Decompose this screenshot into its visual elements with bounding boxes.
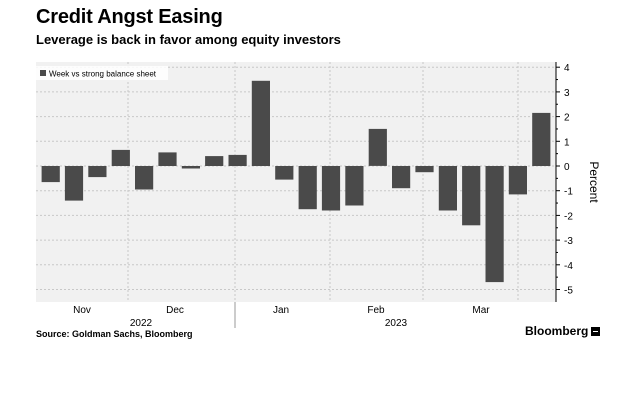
x-tick-label: Dec — [166, 305, 184, 316]
y-tick-label: -1 — [564, 187, 573, 198]
bar — [135, 166, 154, 190]
bar — [298, 166, 317, 210]
x-year-label: 2023 — [385, 318, 408, 329]
bar — [532, 112, 551, 166]
bar — [392, 166, 411, 189]
bar — [158, 152, 177, 166]
bar — [368, 128, 387, 166]
legend-box — [36, 66, 168, 80]
bar — [485, 166, 504, 283]
y-axis: 4 3 2 1 0 -1 -2 -3 -4 -5 — [555, 62, 573, 302]
chart-title: Credit Angst Easing — [36, 6, 223, 28]
brand-name: Bloomberg — [525, 324, 589, 338]
bar — [181, 166, 200, 169]
bar — [228, 154, 247, 166]
bar — [41, 166, 60, 183]
y-tick-label: 1 — [564, 137, 570, 148]
x-tick-label: Jan — [273, 305, 289, 316]
legend: Week vs strong balance sheet — [36, 66, 168, 80]
bar — [251, 80, 270, 166]
x-axis: Nov Dec Jan Feb Mar 2022 2023 — [73, 302, 490, 329]
x-tick-label: Feb — [367, 305, 385, 316]
bar — [205, 156, 224, 166]
bar — [415, 166, 434, 173]
bar — [462, 166, 481, 226]
bar — [321, 166, 341, 211]
chart-subtitle: Leverage is back in favor among equity i… — [36, 32, 341, 47]
bar — [64, 166, 84, 201]
y-tick-label: 2 — [564, 113, 570, 124]
bar — [508, 166, 527, 195]
bars — [41, 80, 551, 283]
bar — [345, 166, 364, 206]
y-tick-label: 4 — [564, 63, 570, 74]
bar — [111, 149, 130, 166]
bloomberg-terminal-icon — [591, 326, 601, 336]
source-note: Source: Goldman Sachs, Bloomberg — [36, 329, 193, 339]
x-tick-label: Mar — [472, 305, 490, 316]
legend-swatch — [40, 70, 46, 76]
bar — [438, 166, 457, 211]
y-axis-label: Percent — [587, 161, 601, 203]
y-tick-label: 3 — [564, 88, 570, 99]
y-tick-label: -3 — [564, 236, 573, 247]
x-year-label: 2022 — [130, 318, 153, 329]
y-tick-label: -5 — [564, 286, 573, 297]
bar — [275, 166, 294, 180]
bar — [88, 166, 107, 178]
legend-label: Week vs strong balance sheet — [49, 70, 157, 79]
y-tick-label: -2 — [564, 211, 573, 222]
y-tick-label: 0 — [564, 162, 570, 173]
x-tick-label: Nov — [73, 305, 91, 316]
brand-logo: Bloomberg — [525, 324, 601, 338]
y-tick-label: -4 — [564, 261, 573, 272]
